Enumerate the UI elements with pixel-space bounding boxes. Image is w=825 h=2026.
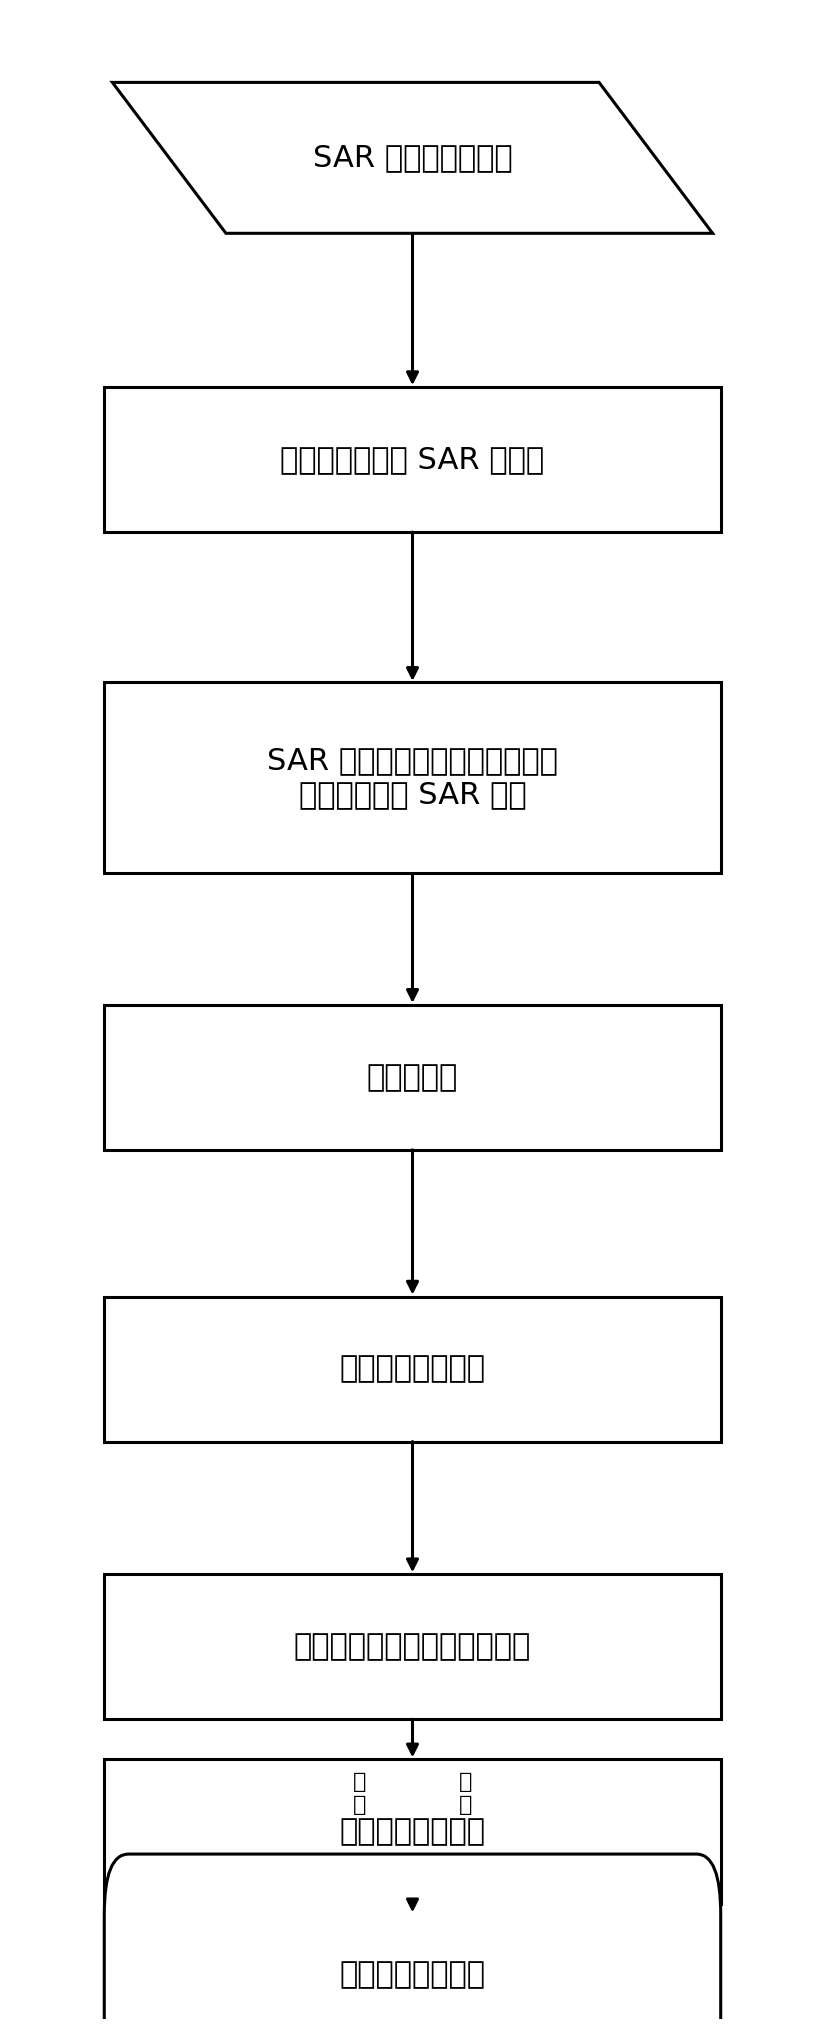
Bar: [104, 387, 721, 533]
Text: 干涉图叠加和平均: 干涉图叠加和平均: [340, 1817, 485, 1846]
Text: SAR 数据收集、剪切: SAR 数据收集、剪切: [313, 144, 512, 172]
FancyBboxPatch shape: [104, 1854, 721, 2026]
Bar: [104, 683, 721, 873]
Text: 高精度地表形变场: 高精度地表形变场: [340, 1961, 485, 1990]
Bar: [104, 1005, 721, 1151]
Text: 精
确: 精 确: [353, 1773, 366, 1815]
Text: 数据预处理: 数据预处理: [367, 1064, 458, 1092]
Bar: [104, 1297, 721, 1443]
Text: 时序接力干涉处理: 时序接力干涉处理: [340, 1355, 485, 1384]
Text: SAR 影像对接力组合、选取第一
景和最后一景 SAR 数据: SAR 影像对接力组合、选取第一 景和最后一景 SAR 数据: [267, 746, 558, 808]
Bar: [104, 1759, 721, 1904]
Bar: [104, 1574, 721, 1720]
Polygon shape: [112, 83, 713, 233]
Text: 去除平地相位、去除地形相位: 去除平地相位、去除地形相位: [294, 1633, 531, 1661]
Text: 覆盖感兴趣区域 SAR 数据集: 覆盖感兴趣区域 SAR 数据集: [280, 446, 544, 474]
Text: 获
取: 获 取: [459, 1773, 472, 1815]
